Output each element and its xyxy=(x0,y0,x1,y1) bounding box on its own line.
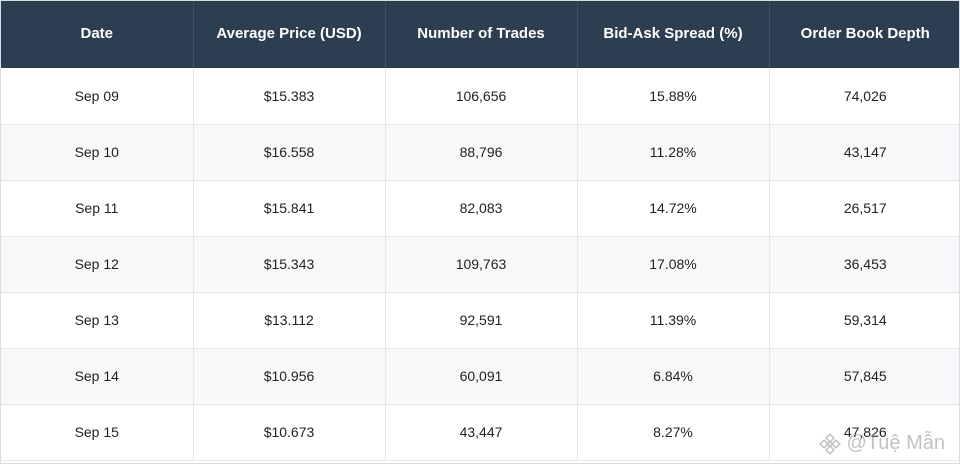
cell-average-price: $13.112 xyxy=(193,292,386,349)
cell-date: Sep 14 xyxy=(1,348,194,405)
cell-bid-ask-spread: 14.72% xyxy=(577,180,770,237)
cell-number-of-trades: 92,591 xyxy=(385,292,578,349)
header-order-book-depth: Order Book Depth xyxy=(769,1,959,68)
cell-bid-ask-spread: 8.27% xyxy=(577,404,770,461)
cell-bid-ask-spread: 6.84% xyxy=(577,348,770,405)
header-average-price: Average Price (USD) xyxy=(193,1,386,68)
cell-date: Sep 09 xyxy=(1,68,194,125)
table-header: Date Average Price (USD) Number of Trade… xyxy=(1,1,959,68)
cell-average-price: $15.343 xyxy=(193,236,386,293)
cell-order-book-depth: 57,845 xyxy=(769,348,959,405)
cell-number-of-trades: 82,083 xyxy=(385,180,578,237)
table-row: Sep 12 $15.343 109,763 17.08% 36,453 xyxy=(1,236,959,293)
cell-date: Sep 12 xyxy=(1,236,194,293)
header-bid-ask-spread: Bid-Ask Spread (%) xyxy=(577,1,770,68)
cell-average-price: $15.841 xyxy=(193,180,386,237)
cell-date: Sep 11 xyxy=(1,180,194,237)
table-row: Sep 09 $15.383 106,656 15.88% 74,026 xyxy=(1,68,959,125)
cell-order-book-depth: 59,314 xyxy=(769,292,959,349)
cell-number-of-trades: 106,656 xyxy=(385,68,578,125)
table-row: Sep 14 $10.956 60,091 6.84% 57,845 xyxy=(1,348,959,405)
cell-number-of-trades: 109,763 xyxy=(385,236,578,293)
cell-average-price: $16.558 xyxy=(193,124,386,181)
cell-date: Sep 13 xyxy=(1,292,194,349)
cell-order-book-depth: 36,453 xyxy=(769,236,959,293)
table-row: Sep 11 $15.841 82,083 14.72% 26,517 xyxy=(1,180,959,237)
header-date: Date xyxy=(1,1,194,68)
cell-bid-ask-spread: 11.39% xyxy=(577,292,770,349)
table-row: Sep 13 $13.112 92,591 11.39% 59,314 xyxy=(1,292,959,349)
header-row: Date Average Price (USD) Number of Trade… xyxy=(1,1,959,68)
table-row: Sep 10 $16.558 88,796 11.28% 43,147 xyxy=(1,124,959,181)
cell-order-book-depth: 74,026 xyxy=(769,68,959,125)
table-body: Sep 09 $15.383 106,656 15.88% 74,026 Sep… xyxy=(1,68,959,461)
cell-number-of-trades: 60,091 xyxy=(385,348,578,405)
cell-bid-ask-spread: 17.08% xyxy=(577,236,770,293)
cell-date: Sep 15 xyxy=(1,404,194,461)
cell-order-book-depth: 43,147 xyxy=(769,124,959,181)
cell-average-price: $15.383 xyxy=(193,68,386,125)
cell-number-of-trades: 88,796 xyxy=(385,124,578,181)
cell-bid-ask-spread: 15.88% xyxy=(577,68,770,125)
cell-order-book-depth: 47,826 xyxy=(769,404,959,461)
table-row: Sep 15 $10.673 43,447 8.27% 47,826 xyxy=(1,404,959,461)
cell-order-book-depth: 26,517 xyxy=(769,180,959,237)
cell-number-of-trades: 43,447 xyxy=(385,404,578,461)
cell-date: Sep 10 xyxy=(1,124,194,181)
header-number-of-trades: Number of Trades xyxy=(385,1,578,68)
cell-average-price: $10.956 xyxy=(193,348,386,405)
cell-average-price: $10.673 xyxy=(193,404,386,461)
cell-bid-ask-spread: 11.28% xyxy=(577,124,770,181)
